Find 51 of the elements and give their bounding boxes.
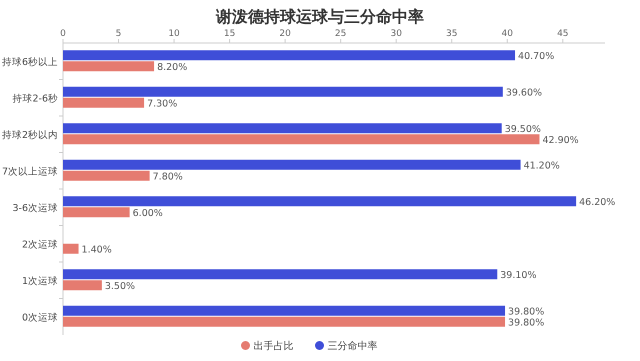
y-tick-label: 持球6秒以上 [2, 56, 58, 68]
data-label: 40.70% [518, 50, 554, 62]
data-label: 39.80% [508, 306, 544, 318]
x-tick-label: 5 [116, 29, 122, 39]
bar [63, 134, 540, 144]
bar [63, 160, 521, 170]
data-label: 39.10% [500, 270, 536, 281]
y-tick-label: 1次运球 [22, 274, 58, 287]
data-label: 7.80% [152, 171, 183, 182]
bar [63, 196, 576, 206]
x-tick-label: 0 [60, 29, 66, 39]
x-tick-label: 45 [557, 29, 569, 39]
data-label: 1.40% [82, 244, 112, 256]
bar [63, 61, 154, 72]
data-label: 8.20% [157, 62, 188, 73]
data-label: 42.90% [542, 134, 579, 146]
bar [63, 269, 498, 280]
data-label: 39.60% [506, 87, 542, 98]
bar [63, 170, 150, 181]
x-tick-label: 10 [168, 29, 180, 39]
x-tick-label: 40 [502, 29, 514, 39]
data-label: 3.50% [104, 280, 136, 292]
y-tick-label: 持球2秒以内 [2, 128, 58, 141]
y-tick-label: 3-6次运球 [12, 202, 58, 214]
data-label: 39.80% [508, 317, 544, 328]
legend-label: 出手占比 [254, 340, 294, 352]
bar [63, 316, 506, 327]
bar [63, 123, 502, 134]
bar [63, 244, 79, 254]
bar [63, 50, 516, 60]
y-tick-label: 2次运球 [22, 238, 58, 250]
data-label: 6.00% [132, 208, 163, 219]
y-tick-label: 7次以上运球 [2, 165, 58, 178]
y-tick-label: 0次运球 [22, 311, 58, 324]
x-tick-label: 25 [334, 29, 346, 39]
bar [63, 306, 506, 316]
data-label: 46.20% [579, 196, 616, 208]
x-tick-label: 20 [279, 29, 292, 39]
bar [63, 207, 130, 218]
bar [63, 86, 503, 97]
chart-title: 谢泼德持球运球与三分命中率 [215, 7, 424, 26]
x-tick-label: 30 [390, 29, 402, 39]
x-tick-label: 15 [224, 29, 236, 39]
legend-label: 三分命中率 [328, 340, 378, 352]
bar [63, 280, 102, 290]
data-label: 7.30% [147, 98, 178, 110]
x-tick-label: 35 [446, 29, 458, 39]
bar [63, 98, 144, 108]
data-label: 41.20% [524, 160, 560, 172]
data-label: 39.50% [504, 124, 541, 135]
y-tick-label: 持球2-6秒 [12, 92, 58, 104]
